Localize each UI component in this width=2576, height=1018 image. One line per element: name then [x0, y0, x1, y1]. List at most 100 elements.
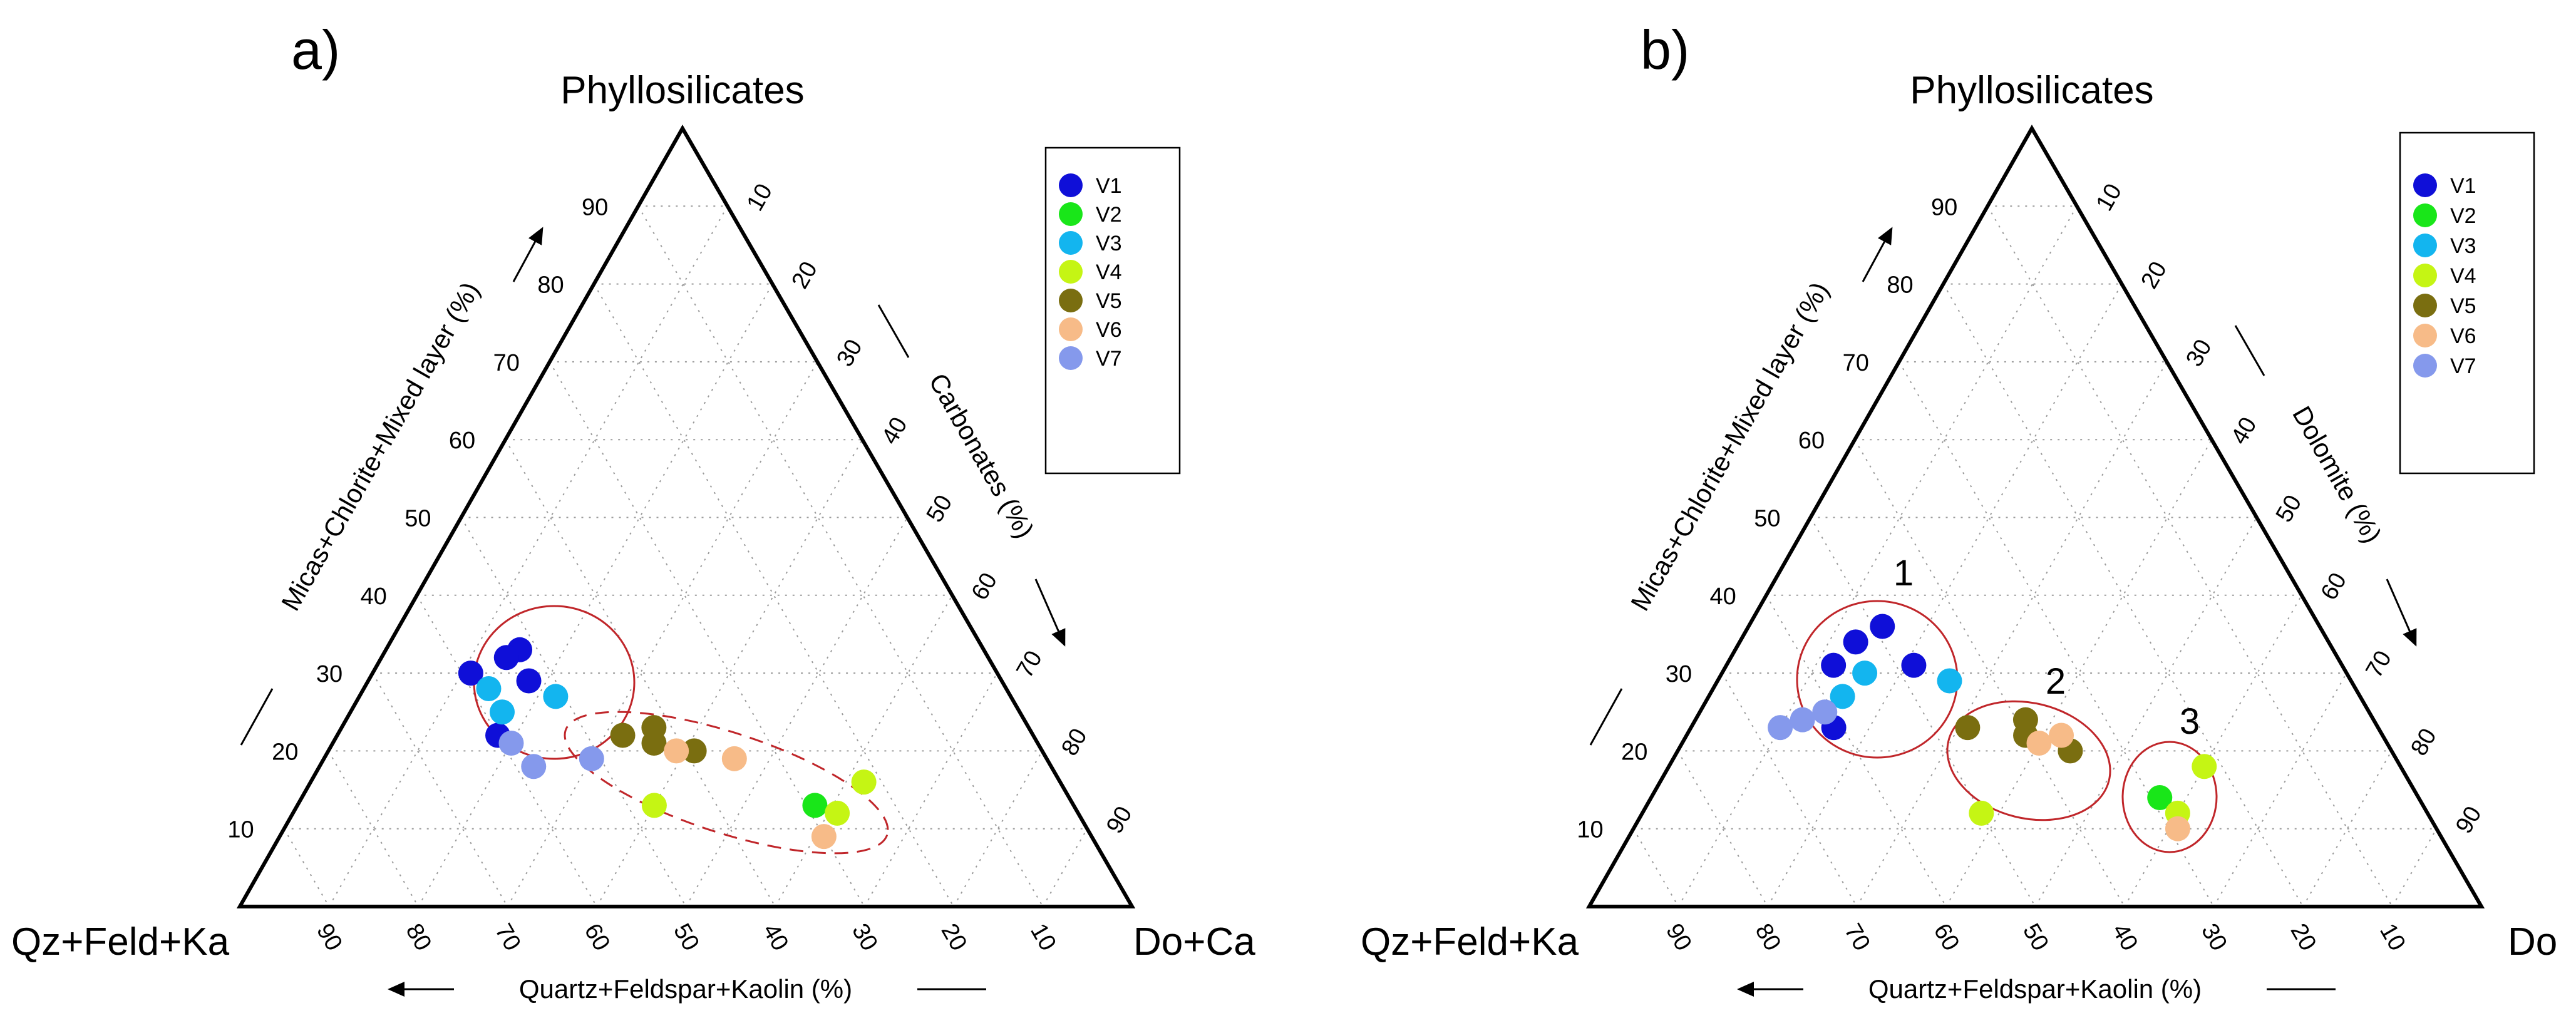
- data-point-v1: [1870, 614, 1895, 639]
- data-point-v7: [1768, 715, 1793, 741]
- data-point-v5: [1955, 715, 1981, 741]
- data-point-v5: [641, 730, 667, 756]
- legend-label-v5: V5: [1096, 289, 1122, 313]
- data-point-v3: [1852, 661, 1878, 686]
- tick-label-bottom: 60: [579, 919, 616, 955]
- tick-label-left: 50: [1754, 506, 1780, 532]
- tick-label-right: 30: [2181, 335, 2217, 371]
- tick-label-right: 90: [1101, 802, 1138, 838]
- grid-line: [2213, 672, 2347, 907]
- tick-label-bottom: 30: [847, 919, 883, 955]
- data-point-v1: [458, 661, 483, 686]
- legend-marker-v4: [1059, 260, 1083, 284]
- ternary-panel-a: a) Phyllosilicates Qz+Feld+Ka Do+Ca 1010…: [11, 19, 1255, 1004]
- cluster-outline-b-2: [1946, 700, 2111, 821]
- tick-label-right: 10: [2091, 179, 2128, 215]
- right-corner-label-a: Do+Ca: [1133, 920, 1255, 964]
- ternary-panel-b: b) Phyllosilicates Qz+Feld+Ka Do 10 10 10 2…: [1361, 19, 2557, 1004]
- tick-label-left: 90: [582, 194, 608, 220]
- tick-label-bottom: 70: [1839, 919, 1875, 955]
- tick-label-right: 70: [1011, 646, 1048, 682]
- tick-label-left: 80: [537, 272, 564, 299]
- tick-label-left: 10: [227, 817, 254, 843]
- tick-label-left: 60: [1798, 428, 1825, 454]
- tick-label-bottom: 80: [401, 919, 437, 955]
- legend-label-v5: V5: [2450, 294, 2476, 318]
- legend-marker-v2: [1059, 202, 1083, 226]
- tick-label-right: 90: [2451, 802, 2487, 838]
- group-label-1: 1: [1893, 553, 1914, 594]
- right-axis-title-b: Dolomite (%): [2287, 401, 2388, 548]
- right-corner-label-b: Do: [2508, 920, 2557, 964]
- tick-labels-b: 10 10 10 20 20 20 30 30 30 40 40 40 50 50 50 60 60 60 70 70…: [1577, 179, 2486, 955]
- data-points-a: [458, 637, 877, 850]
- data-point-v2: [2147, 784, 2173, 810]
- data-point-v1: [1901, 652, 1927, 678]
- legend-label-v6: V6: [2450, 324, 2476, 348]
- legend-label-v6: V6: [1096, 318, 1122, 342]
- legend-marker-v7: [2413, 354, 2437, 378]
- tick-label-left: 30: [316, 661, 343, 687]
- tick-label-bottom: 70: [490, 919, 526, 955]
- legend-marker-v6: [1059, 317, 1083, 341]
- data-point-v3: [476, 676, 502, 701]
- grid-line: [2034, 517, 2257, 907]
- grid-lines-b: [1632, 205, 2438, 907]
- tick-label-left: 80: [1887, 272, 1913, 299]
- right-axis-arrow-b: [2386, 578, 2417, 647]
- legend-marker-v6: [2413, 324, 2437, 347]
- group-label-3: 3: [2180, 701, 2200, 742]
- data-point-v6: [721, 746, 747, 771]
- tick-label-bottom: 50: [668, 919, 704, 955]
- legend-marker-v4: [2413, 264, 2437, 287]
- right-axis-arrow-a: [1034, 578, 1066, 647]
- tick-label-right: 80: [1056, 724, 1093, 761]
- data-point-v1: [1821, 652, 1847, 678]
- tick-label-right: 40: [2226, 413, 2262, 449]
- legend-label-v7: V7: [2450, 354, 2476, 378]
- tick-label-right: 50: [2271, 491, 2307, 527]
- data-point-v7: [521, 754, 547, 779]
- grid-line: [1632, 828, 1679, 907]
- tick-label-left: 20: [1621, 739, 1647, 765]
- legend-items-a: V1 V2 V3 V4 V5 V6 V7: [1059, 173, 1122, 371]
- data-point-v6: [664, 738, 689, 764]
- grid-line: [1042, 828, 1088, 907]
- legend-label-v3: V3: [1096, 232, 1122, 255]
- left-axis-arrow-a: [512, 227, 544, 282]
- grid-line: [1942, 284, 2304, 907]
- legend-marker-v3: [1059, 231, 1083, 255]
- data-point-v7: [1812, 699, 1838, 725]
- tick-label-right: 10: [742, 179, 778, 215]
- tick-label-left: 20: [272, 739, 298, 765]
- tick-label-left: 50: [404, 506, 431, 532]
- data-point-v3: [1937, 668, 1962, 694]
- grid-line: [328, 205, 728, 907]
- group-label-2: 2: [2046, 661, 2066, 702]
- panel-label-a: a): [291, 19, 340, 81]
- left-corner-label-b: Qz+Feld+Ka: [1361, 920, 1579, 964]
- legend-marker-v1: [1059, 173, 1083, 197]
- left-corner-label-a: Qz+Feld+Ka: [11, 920, 230, 964]
- left-axis-arrow-b: [1862, 227, 1893, 282]
- legend-label-v4: V4: [2450, 264, 2476, 288]
- data-point-v1: [1843, 629, 1868, 655]
- data-point-v4: [2192, 754, 2217, 779]
- tick-label-left: 40: [1710, 584, 1736, 610]
- legend-marker-v2: [2413, 203, 2437, 227]
- tick-label-left: 10: [1577, 817, 1603, 843]
- right-axis-dash-a: [877, 304, 910, 358]
- ternary-triangle-a: [236, 124, 1136, 908]
- ternary-triangle-b: [1585, 124, 2485, 908]
- tick-label-right: 30: [832, 335, 868, 371]
- data-point-v3: [1830, 684, 1855, 709]
- tick-label-right: 20: [786, 257, 823, 294]
- grid-line: [1987, 205, 2393, 907]
- data-point-v1: [493, 645, 519, 671]
- data-point-v1: [516, 668, 542, 694]
- legend-label-v2: V2: [1096, 203, 1122, 227]
- tick-label-bottom: 80: [1750, 919, 1786, 955]
- tick-label-bottom: 20: [2285, 919, 2322, 955]
- tick-label-right: 60: [967, 568, 1003, 605]
- legend-label-v7: V7: [1096, 347, 1122, 371]
